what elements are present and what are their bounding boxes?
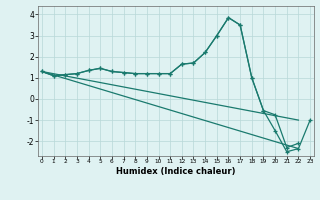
X-axis label: Humidex (Indice chaleur): Humidex (Indice chaleur) <box>116 167 236 176</box>
